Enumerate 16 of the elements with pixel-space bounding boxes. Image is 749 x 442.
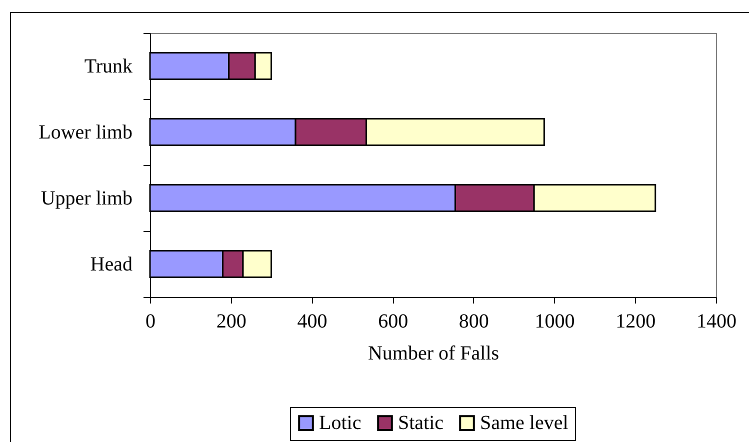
x-tick-label: 600 (378, 310, 408, 332)
y-tick-label: Lower limb (38, 122, 132, 144)
legend-label: Lotic (319, 412, 362, 434)
x-tick-label: 0 (146, 310, 156, 332)
x-tick-label: 800 (458, 310, 489, 332)
x-tick-label: 1200 (616, 310, 656, 332)
x-tick-label: 1000 (534, 310, 575, 332)
x-axis-title: Number of Falls (368, 342, 500, 364)
x-tick-label: 1400 (696, 310, 736, 332)
legend-label: Static (398, 412, 444, 434)
y-tick-label: Trunk (84, 56, 132, 78)
legend-label: Same level (480, 412, 569, 434)
y-tick-label: Upper limb (40, 188, 132, 210)
y-tick-label: Head (90, 254, 132, 276)
x-tick-label: 400 (297, 310, 328, 332)
x-tick-label: 200 (216, 310, 246, 332)
